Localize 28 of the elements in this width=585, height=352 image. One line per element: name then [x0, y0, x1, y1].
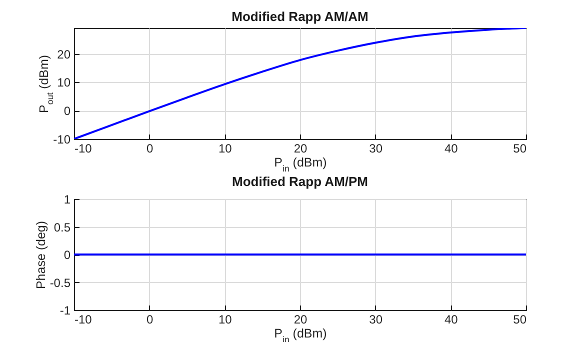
y-tick-label: -1 [60, 304, 71, 318]
x-tick-label: 0 [146, 312, 154, 326]
x-tick-label: 20 [294, 142, 308, 156]
y-tick-label: 0 [64, 104, 71, 118]
x-tick-label: 0 [146, 142, 154, 156]
x-tick-label: 40 [444, 142, 458, 156]
x-tick-label: 10 [218, 312, 232, 326]
x-axis-title: P$_{in}$ (dBm) [274, 156, 327, 174]
y-tick-label: -10 [53, 132, 71, 146]
x-tick-label: 50 [513, 142, 527, 156]
chart-title: Modified Rapp AM/PM [232, 174, 368, 189]
chart-title: Modified Rapp AM/AM [232, 9, 368, 24]
y-tick-label: 0.5 [54, 220, 71, 234]
x-tick-label: 20 [294, 312, 308, 326]
y-tick-label: 0 [64, 248, 71, 262]
y-tick-label: 1 [64, 192, 71, 206]
y-tick-label: -0.5 [50, 276, 71, 290]
y-tick-label: 20 [57, 47, 71, 62]
x-tick-label: 30 [369, 142, 383, 156]
x-tick-label: 40 [444, 312, 458, 326]
x-tick-label: -10 [74, 312, 92, 326]
line-series [74, 28, 526, 139]
x-tick-label: -10 [74, 142, 92, 156]
x-tick-label: 30 [369, 312, 383, 326]
y-axis-title: Phase (deg) [34, 220, 48, 290]
x-tick-label: 50 [513, 312, 527, 326]
y-tick-label: 10 [57, 76, 71, 90]
x-tick-label: 10 [218, 142, 232, 156]
